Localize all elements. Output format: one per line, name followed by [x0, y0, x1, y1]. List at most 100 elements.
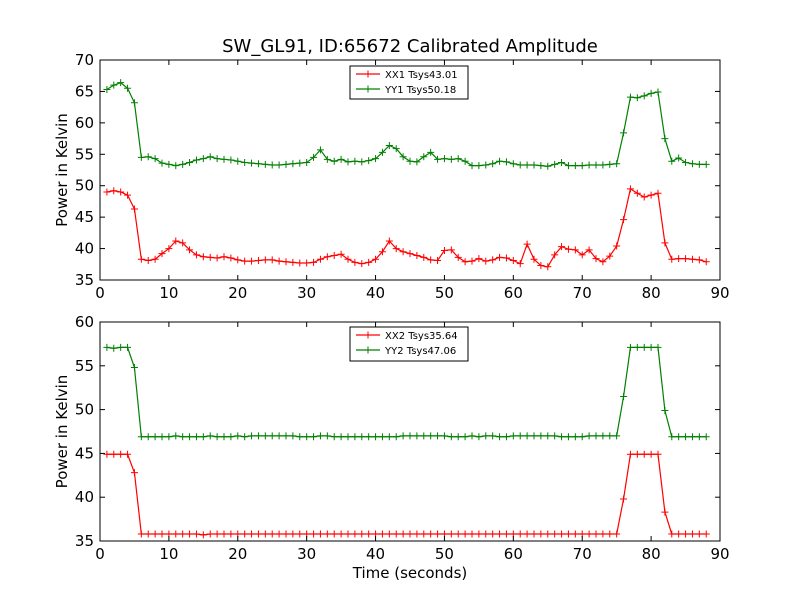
data-point — [358, 260, 366, 268]
data-point — [647, 343, 655, 351]
data-point — [509, 257, 517, 265]
data-point — [144, 433, 152, 441]
data-point — [213, 254, 221, 262]
data-point — [675, 154, 683, 162]
data-point — [530, 255, 538, 263]
data-point — [640, 193, 648, 201]
legend-label: YY1 Tsys50.18 — [384, 85, 456, 96]
data-point — [323, 155, 331, 163]
data-point — [316, 432, 324, 440]
data-point — [640, 450, 648, 458]
legend-marker — [364, 85, 372, 93]
data-point — [399, 248, 407, 256]
data-point — [365, 157, 373, 165]
data-point — [585, 432, 593, 440]
x-tick-label: 40 — [366, 545, 385, 563]
data-point — [585, 161, 593, 169]
x-tick-label: 70 — [573, 545, 592, 563]
data-point — [571, 433, 579, 441]
data-point — [303, 433, 311, 441]
data-point — [227, 433, 235, 441]
data-point — [427, 530, 435, 538]
data-point — [124, 191, 132, 199]
bottom-panel: 0 10 20 30 40 50 60 70 80 90 35 40 45 50 55 60 Power in … — [53, 313, 730, 582]
data-point — [172, 162, 180, 170]
data-point — [337, 155, 345, 163]
data-point — [668, 157, 676, 165]
data-point — [117, 450, 125, 458]
data-point — [254, 160, 262, 168]
data-point — [640, 92, 648, 100]
y-tick-label: 35 — [75, 271, 94, 289]
data-point — [413, 530, 421, 538]
x-tick-label: 30 — [297, 284, 316, 302]
data-point — [330, 530, 338, 538]
data-point — [220, 433, 228, 441]
data-point — [440, 246, 448, 254]
data-point — [702, 160, 710, 168]
x-tick-label: 80 — [642, 284, 661, 302]
data-point — [420, 432, 428, 440]
x-tick-label: 60 — [504, 545, 523, 563]
data-point — [688, 255, 696, 263]
data-point — [661, 508, 669, 516]
x-tick-label: 10 — [159, 545, 178, 563]
data-point — [475, 530, 483, 538]
data-point — [523, 530, 531, 538]
data-point — [461, 258, 469, 266]
data-point — [489, 432, 497, 440]
data-point — [668, 433, 676, 441]
data-point — [227, 254, 235, 262]
data-point — [564, 530, 572, 538]
x-tick-label: 60 — [504, 284, 523, 302]
data-point — [654, 343, 662, 351]
data-point — [578, 433, 586, 441]
data-point — [310, 433, 318, 441]
legend: XX2 Tsys35.64 YY2 Tsys47.06 — [349, 326, 469, 362]
data-point — [392, 145, 400, 153]
data-point — [248, 530, 256, 538]
data-point — [158, 530, 166, 538]
data-point — [275, 161, 283, 169]
data-point — [316, 255, 324, 263]
data-point — [695, 160, 703, 168]
data-point — [523, 240, 531, 248]
data-point — [551, 251, 559, 259]
legend: XX1 Tsys43.01 YY1 Tsys50.18 — [349, 65, 469, 100]
data-point — [537, 262, 545, 270]
data-point — [372, 433, 380, 441]
data-point — [282, 258, 290, 266]
data-point — [537, 530, 545, 538]
data-point — [268, 432, 276, 440]
data-point — [571, 162, 579, 170]
data-point — [420, 530, 428, 538]
data-point — [248, 432, 256, 440]
data-point — [137, 153, 145, 161]
data-point — [117, 188, 125, 196]
y-tick-label: 50 — [75, 401, 94, 419]
data-point — [151, 530, 159, 538]
data-point — [103, 450, 111, 458]
data-point — [496, 157, 504, 165]
data-point — [571, 246, 579, 254]
data-point — [626, 93, 634, 101]
data-point — [523, 161, 531, 169]
x-tick-label: 90 — [710, 284, 729, 302]
data-point — [688, 433, 696, 441]
y-tick-label: 55 — [75, 145, 94, 163]
data-point — [268, 530, 276, 538]
data-point — [564, 433, 572, 441]
data-point — [172, 432, 180, 440]
data-point — [158, 159, 166, 167]
data-point — [482, 530, 490, 538]
data-point — [351, 258, 359, 266]
data-point — [606, 252, 614, 260]
data-point — [695, 256, 703, 264]
x-tick-label: 0 — [95, 284, 105, 302]
data-point — [434, 257, 442, 265]
data-point — [516, 161, 524, 169]
data-point — [420, 253, 428, 261]
data-point — [296, 259, 304, 267]
data-point — [695, 433, 703, 441]
data-point — [179, 239, 187, 247]
